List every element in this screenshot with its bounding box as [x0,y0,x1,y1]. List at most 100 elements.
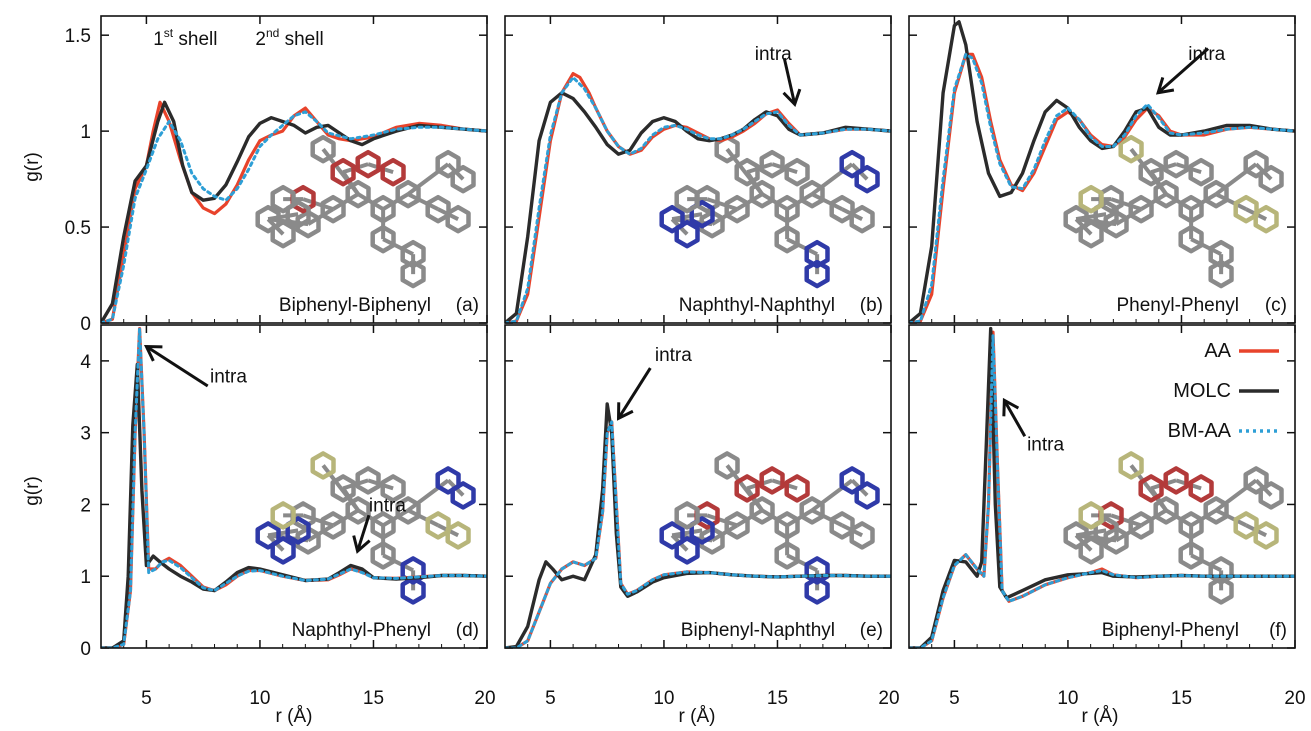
shell-annotation: 1st shell [153,26,217,50]
y-tick-label: 0 [80,314,91,335]
arrow-shaft [782,57,797,105]
molecule-ring [674,219,700,249]
panel-d: 5 10 15 20 0 1 2 3 4 Naphthyl-Phenyl (d) intra intra [80,324,496,709]
molecule-ring [1178,541,1204,570]
molecule-ring [699,209,725,239]
molecule-ring [1233,194,1259,224]
molecule-bond [811,192,844,211]
molecule-ring [1138,157,1164,187]
series-bm-aa-line [101,110,487,323]
molecule-ring [804,576,830,605]
molecule-bond [671,212,703,222]
panel-c: Phenyl-Phenyl (c) intra [908,15,1296,324]
molecule-bond [1190,508,1218,528]
molecule-ring [1153,179,1179,209]
molecule-ring [1063,204,1089,234]
molecule-bond [1140,192,1168,211]
panel-label: (c) [1265,295,1287,316]
molecule-ring [320,194,346,224]
molecule-ring [1078,536,1104,565]
molecule-bond [1115,523,1143,543]
intra-annotation: intra [1188,44,1225,65]
x-tick-label: 20 [878,688,899,709]
series-aa-line [101,327,487,648]
x-tick-label: 10 [1057,688,1078,709]
molecule-inset [1063,451,1284,605]
intra-annotation: intra [369,496,406,517]
molecule-ring [839,466,865,495]
arrow-head [782,88,802,108]
molecule-bond [1190,553,1223,573]
molecule-ring [1188,157,1214,187]
panel-label: (e) [860,620,883,641]
molecule-ring [849,204,875,234]
x-tick-label: 20 [474,688,495,709]
molecule-bond [1165,508,1193,528]
molecule-ring [435,149,461,179]
intra-annotation: intra [755,44,792,65]
panels-layer: 0 0.5 1 1.5 Biphenyl-Biphenyl (a) 1st shell 2nd… [65,15,1306,709]
molecule-ring [400,239,426,269]
molecule-ring [1128,511,1154,540]
molecule-ring [724,194,750,224]
panel-a: 0 0.5 1 1.5 Biphenyl-Biphenyl (a) 1st shell 2nd… [65,15,488,335]
molecule-bond [671,528,703,538]
molecule-bond [1110,513,1142,528]
molecule-ring [270,219,296,249]
panel-frame [504,324,892,649]
molecule-ring [1063,521,1089,550]
molecule-bond [332,508,360,528]
molecule-ring [370,511,396,540]
panel-label: (b) [860,295,883,316]
panel-title: Biphenyl-Biphenyl [279,295,431,316]
molecule-ring [799,496,825,525]
panel-frame [908,15,1296,324]
molecule-ring [759,149,785,179]
molecule-bond [382,192,410,211]
x-axis-label-c: r (Å) [1082,706,1119,727]
y-tick-label: 1 [80,567,91,588]
molecule-ring [330,474,356,503]
molecule-ring [1258,481,1284,510]
molecule-ring [395,179,421,209]
molecule-ring [270,536,296,565]
panel-label: (f) [1269,620,1287,641]
molecule-ring [425,511,451,540]
panel-frame [100,15,488,324]
series-molc-line [101,100,487,323]
molecule-ring [345,496,371,525]
intra-annotation: intra [1027,435,1064,456]
molecule-ring [450,481,476,510]
molecule-bond [407,508,440,528]
arrow-head [352,535,371,554]
molecule-ring [330,157,356,187]
molecule-ring [370,541,396,570]
molecule-ring [804,259,830,289]
molecule-bond [810,478,854,512]
molecule-ring [1153,496,1179,525]
molecule-bond [1115,207,1143,226]
panel-b: Naphthyl-Naphthyl (b) intra [504,15,892,324]
molecule-bond [307,207,335,226]
x-axis-label-a: r (Å) [276,706,313,727]
molecule-ring [804,556,830,585]
molecule-inset [255,451,476,605]
molecule-bond [302,197,334,212]
molecule-bond [307,523,335,543]
molecule-ring [734,474,760,503]
molecule-bond [1140,508,1168,528]
molecule-bond [761,192,789,211]
panel-frame [504,15,892,324]
molecule-ring [1253,521,1279,550]
molecule-bond [786,237,819,256]
molecule-ring [674,184,700,214]
x-tick-label: 15 [767,688,788,709]
molecule-ring [1103,209,1129,239]
molecule-ring [400,576,426,605]
molecule-ring [295,209,321,239]
series-molc-line [909,20,1295,323]
molecule-bond [1214,478,1258,512]
panel-title: Phenyl-Phenyl [1116,295,1239,316]
molecule-ring [295,526,321,555]
molecule-ring [724,511,750,540]
